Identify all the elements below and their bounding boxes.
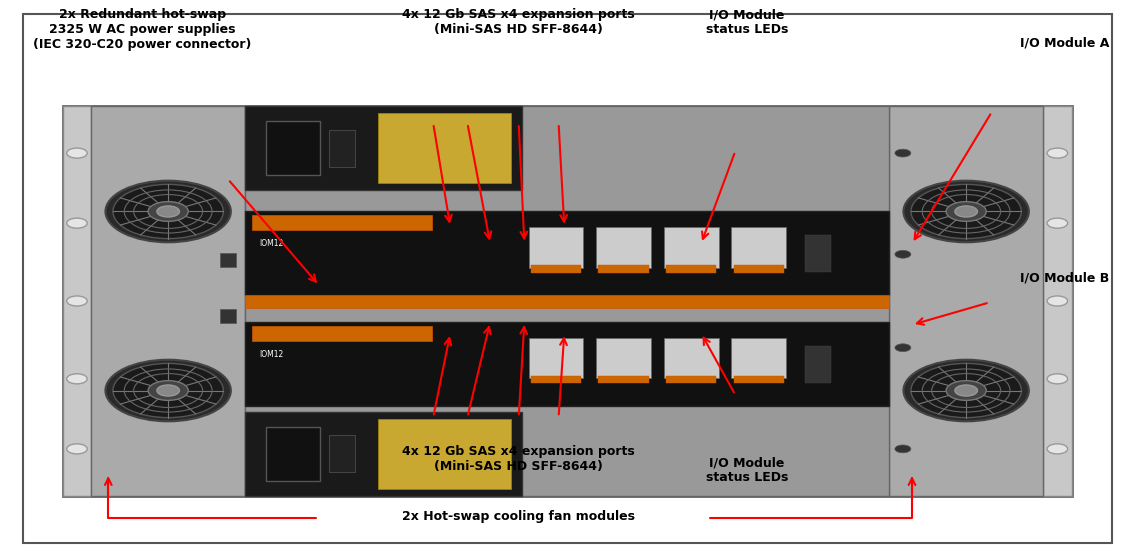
Circle shape [157, 206, 179, 217]
Circle shape [946, 202, 986, 221]
Bar [663, 227, 718, 268]
Bar [63, 106, 91, 496]
Bar [531, 376, 581, 384]
Bar [245, 212, 889, 295]
Bar [220, 310, 236, 324]
Bar [378, 113, 511, 183]
Circle shape [66, 218, 88, 228]
Bar [663, 338, 718, 379]
Text: I/O Module
status LEDs: I/O Module status LEDs [706, 456, 788, 484]
Circle shape [911, 184, 1021, 239]
Circle shape [1048, 374, 1068, 384]
Bar [889, 106, 1043, 496]
Text: I/O Module
status LEDs: I/O Module status LEDs [706, 8, 788, 36]
Bar [598, 265, 649, 273]
Bar [220, 254, 236, 268]
Circle shape [66, 374, 88, 384]
Circle shape [66, 296, 88, 306]
Circle shape [148, 381, 188, 400]
Bar [266, 427, 320, 480]
Bar [245, 295, 889, 308]
Bar [529, 338, 584, 379]
Text: 4x 12 Gb SAS x4 expansion ports
(Mini-SAS HD SFF-8644): 4x 12 Gb SAS x4 expansion ports (Mini-SA… [402, 445, 635, 473]
Bar [531, 265, 581, 273]
Bar [732, 338, 787, 379]
Circle shape [1048, 444, 1068, 454]
Bar [529, 227, 584, 268]
Text: IOM12: IOM12 [259, 349, 283, 359]
Text: I/O Module B: I/O Module B [1020, 272, 1109, 284]
Circle shape [895, 344, 911, 352]
Bar [329, 435, 355, 472]
Circle shape [903, 181, 1029, 242]
Circle shape [895, 149, 911, 157]
Circle shape [911, 363, 1021, 418]
Circle shape [106, 360, 230, 421]
Bar [596, 338, 651, 379]
Circle shape [148, 202, 188, 221]
Text: IOM12: IOM12 [259, 239, 283, 248]
Bar [806, 346, 831, 382]
Bar [806, 235, 831, 272]
Text: 2x Redundant hot-swap
2325 W AC power supplies
(IEC 320-C20 power connector): 2x Redundant hot-swap 2325 W AC power su… [33, 8, 252, 52]
Bar [598, 376, 649, 384]
Circle shape [157, 385, 179, 396]
Bar [734, 376, 784, 384]
Circle shape [113, 184, 223, 239]
Bar [266, 122, 320, 175]
Bar [732, 227, 787, 268]
Bar [596, 227, 651, 268]
Bar [63, 106, 1072, 496]
Circle shape [955, 385, 977, 396]
Circle shape [66, 444, 88, 454]
Bar [245, 106, 889, 496]
Bar [245, 323, 889, 406]
Bar [1043, 106, 1072, 496]
Bar [378, 419, 511, 489]
Text: I/O Module A: I/O Module A [1020, 36, 1109, 49]
Circle shape [1048, 296, 1068, 306]
Circle shape [66, 148, 88, 158]
Circle shape [1048, 148, 1068, 158]
Circle shape [106, 181, 230, 242]
Bar [734, 265, 784, 273]
Circle shape [113, 363, 223, 418]
Bar [245, 106, 522, 190]
Text: 2x Hot-swap cooling fan modules: 2x Hot-swap cooling fan modules [402, 510, 635, 522]
Bar [666, 265, 716, 273]
Bar [666, 376, 716, 384]
Bar [91, 106, 245, 496]
FancyBboxPatch shape [23, 14, 1112, 543]
Text: 4x 12 Gb SAS x4 expansion ports
(Mini-SAS HD SFF-8644): 4x 12 Gb SAS x4 expansion ports (Mini-SA… [402, 8, 635, 36]
Bar [252, 215, 432, 230]
Circle shape [903, 360, 1029, 421]
Bar [245, 412, 522, 496]
Circle shape [946, 381, 986, 400]
Circle shape [895, 445, 911, 453]
Circle shape [1048, 218, 1068, 228]
Bar [329, 130, 355, 167]
Bar [252, 326, 432, 341]
Circle shape [955, 206, 977, 217]
Circle shape [895, 250, 911, 258]
